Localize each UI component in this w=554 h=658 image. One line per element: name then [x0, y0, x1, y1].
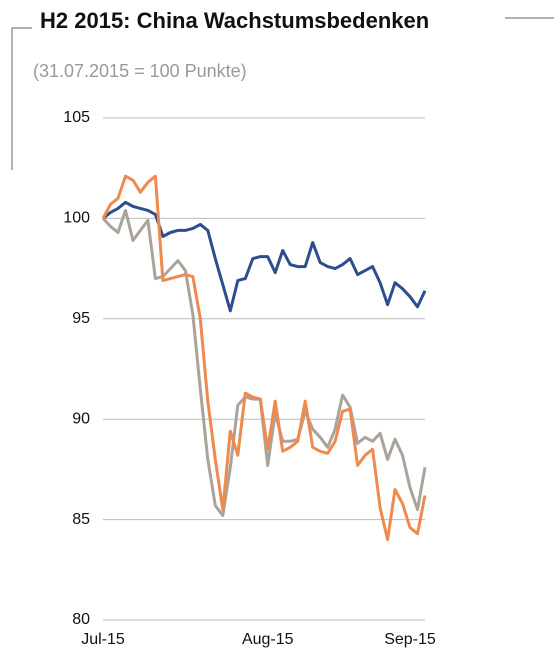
y-tick-label: 85: [72, 511, 90, 528]
x-tick-label: Aug-15: [242, 631, 294, 648]
chart-title: H2 2015: China Wachstumsbedenken: [40, 8, 429, 33]
y-tick-label: 100: [63, 210, 90, 227]
y-tick-label: 80: [72, 611, 90, 628]
x-tick-label: Jul-15: [81, 631, 125, 648]
y-tick-label: 95: [72, 310, 90, 327]
x-tick-label: Sep-15: [384, 631, 436, 648]
series-line: [102, 200, 427, 313]
y-tick-label: 105: [63, 109, 90, 126]
y-tick-label: 90: [72, 410, 90, 427]
series-line: [101, 174, 427, 542]
chart-subtitle: (31.07.2015 = 100 Punkte): [33, 61, 247, 81]
frame-decoration: [11, 17, 554, 170]
